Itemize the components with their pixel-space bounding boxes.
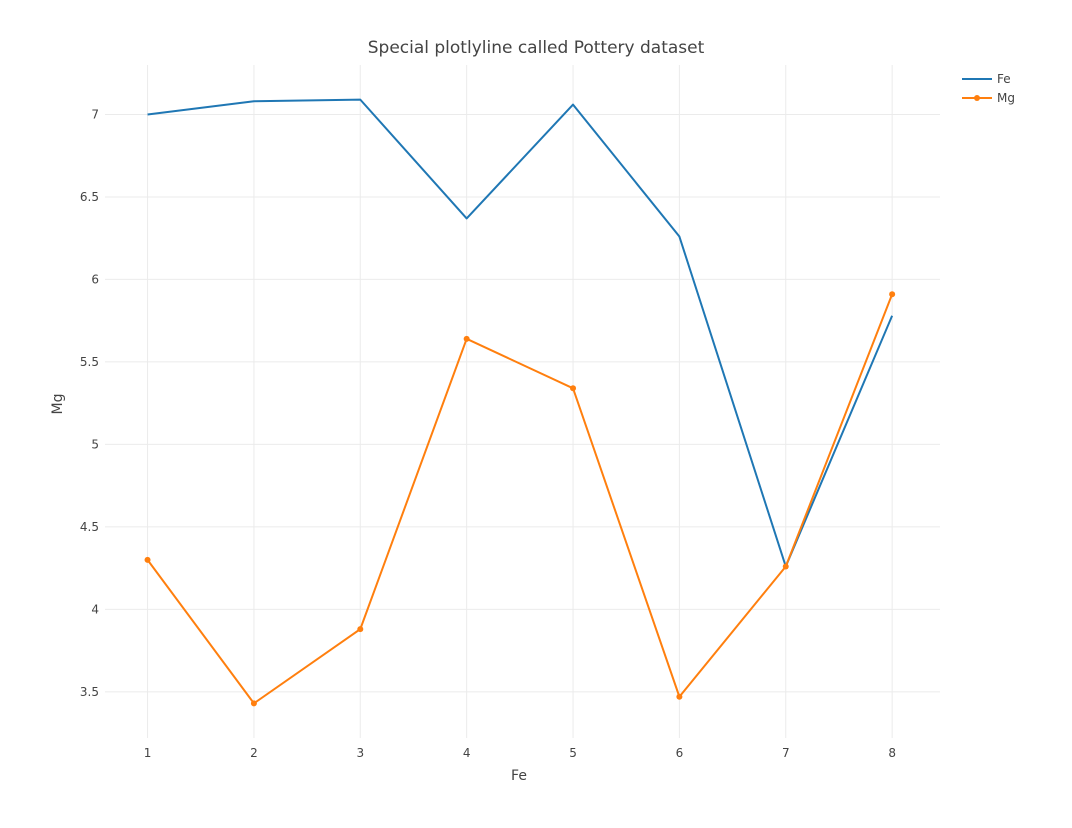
series-mg (144, 291, 896, 707)
y-tick-label: 4 (91, 602, 99, 616)
data-point[interactable] (144, 556, 151, 563)
series-line-fe[interactable] (147, 98, 894, 568)
legend-label: Fe (997, 72, 1011, 86)
legend-label: Mg (997, 91, 1015, 105)
y-axis-title: Mg (50, 394, 66, 415)
x-tick-labels: 1 2 3 4 5 6 7 8 (144, 746, 896, 760)
data-point[interactable] (357, 626, 364, 633)
data-point[interactable] (250, 700, 257, 707)
x-tick-label: 4 (463, 746, 471, 760)
x-tick-label: 3 (356, 746, 364, 760)
legend: Fe Mg (962, 72, 1015, 105)
x-tick-label: 6 (676, 746, 684, 760)
legend-item-fe[interactable]: Fe (962, 72, 1011, 86)
series-line-mg[interactable] (146, 293, 894, 705)
data-point[interactable] (676, 693, 683, 700)
data-point[interactable] (889, 291, 896, 298)
legend-marker (974, 95, 980, 101)
data-point[interactable] (782, 563, 789, 570)
y-tick-labels: 3.5 4 4.5 5 5.5 6 6.5 7 (80, 107, 99, 698)
x-tick-label: 2 (250, 746, 258, 760)
x-tick-label: 7 (782, 746, 790, 760)
y-tick-label: 6 (91, 272, 99, 286)
series-layer (144, 98, 896, 707)
y-tick-label: 3.5 (80, 685, 99, 699)
series-fe (147, 98, 894, 568)
data-point[interactable] (570, 385, 577, 392)
x-gridlines (147, 65, 893, 738)
x-tick-label: 8 (888, 746, 896, 760)
y-gridlines (105, 113, 940, 693)
y-tick-label: 5 (91, 437, 99, 451)
data-point[interactable] (463, 335, 470, 342)
y-tick-label: 4.5 (80, 520, 99, 534)
x-tick-label: 5 (569, 746, 577, 760)
chart-title: Special plotlyline called Pottery datase… (368, 38, 705, 58)
y-tick-label: 7 (91, 107, 99, 121)
x-axis-title: Fe (511, 768, 527, 784)
legend-item-mg[interactable]: Mg (962, 91, 1015, 105)
y-tick-label: 5.5 (80, 355, 99, 369)
y-tick-label: 6.5 (80, 190, 99, 204)
x-tick-label: 1 (144, 746, 152, 760)
